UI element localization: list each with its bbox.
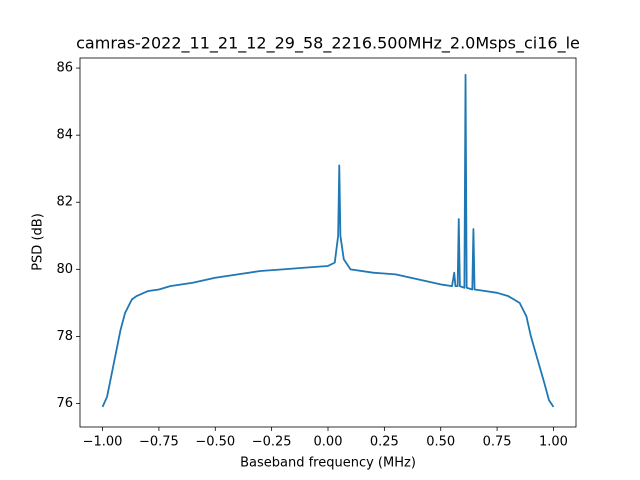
psd-line: [101, 73, 555, 408]
x-tick-label: 1.00: [539, 435, 568, 450]
x-tick-label: 0.50: [426, 435, 455, 450]
x-tick-label: 0.25: [370, 435, 399, 450]
chart-title: camras-2022_11_21_12_29_58_2216.500MHz_2…: [76, 34, 580, 54]
y-tick-label: 78: [56, 329, 73, 344]
y-tick-label: 84: [56, 128, 73, 143]
x-tick-label: −1.00: [83, 435, 123, 450]
x-tick-label: 0.75: [483, 435, 512, 450]
axes-frame: [79, 57, 577, 428]
x-tick-label: 0.00: [314, 435, 343, 450]
y-tick-label: 80: [56, 262, 73, 277]
x-tick-label: −0.75: [139, 435, 179, 450]
y-tick-label: 82: [56, 195, 73, 210]
x-axis-label: Baseband frequency (MHz): [240, 456, 416, 471]
y-axis-label: PSD (dB): [31, 213, 46, 271]
y-tick-label: 76: [56, 396, 73, 411]
y-tick-label: 86: [56, 61, 73, 76]
x-tick-label: −0.25: [252, 435, 292, 450]
x-tick-label: −0.50: [195, 435, 235, 450]
